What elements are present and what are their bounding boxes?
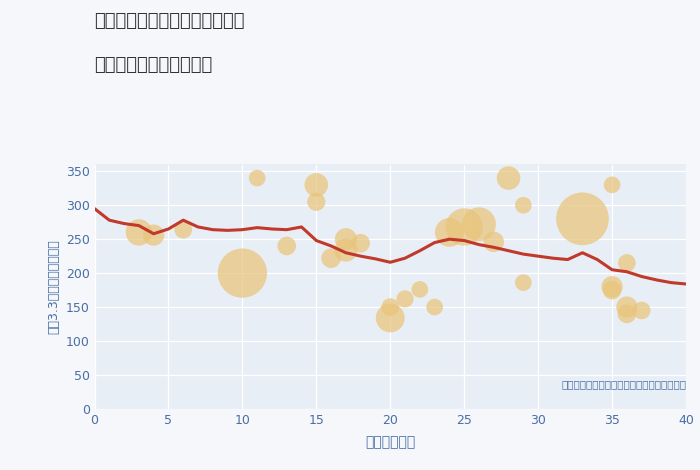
Point	[503, 174, 514, 182]
Point	[385, 314, 396, 321]
Point	[355, 240, 366, 247]
Point	[622, 310, 633, 318]
Text: 円の大きさは、取引のあった物件面積を示す: 円の大きさは、取引のあった物件面積を示す	[561, 379, 686, 389]
Point	[311, 198, 322, 205]
Y-axis label: 坪（3.3㎡）単価（万円）: 坪（3.3㎡）単価（万円）	[47, 239, 60, 334]
Point	[148, 231, 160, 239]
Point	[133, 228, 144, 236]
Point	[444, 228, 455, 236]
Point	[606, 181, 617, 188]
Point	[636, 307, 648, 314]
Point	[458, 223, 470, 231]
Point	[281, 242, 293, 250]
Point	[429, 303, 440, 311]
Point	[577, 215, 588, 223]
Point	[473, 220, 484, 228]
Point	[622, 303, 633, 311]
Point	[606, 286, 617, 294]
Point	[340, 235, 351, 243]
Point	[488, 238, 499, 246]
Point	[400, 295, 411, 303]
Point	[606, 283, 617, 290]
Point	[385, 303, 396, 311]
Point	[178, 226, 189, 234]
Point	[326, 254, 337, 262]
Point	[622, 259, 633, 266]
Point	[414, 286, 426, 293]
Point	[251, 174, 262, 182]
Point	[340, 246, 351, 254]
Text: 築年数別中古戸建て価格: 築年数別中古戸建て価格	[94, 56, 213, 74]
Point	[518, 202, 529, 209]
X-axis label: 築年数（年）: 築年数（年）	[365, 435, 415, 449]
Point	[518, 279, 529, 286]
Point	[311, 181, 322, 188]
Point	[237, 269, 248, 277]
Text: 東京都千代田区神田北乗物町の: 東京都千代田区神田北乗物町の	[94, 12, 245, 30]
